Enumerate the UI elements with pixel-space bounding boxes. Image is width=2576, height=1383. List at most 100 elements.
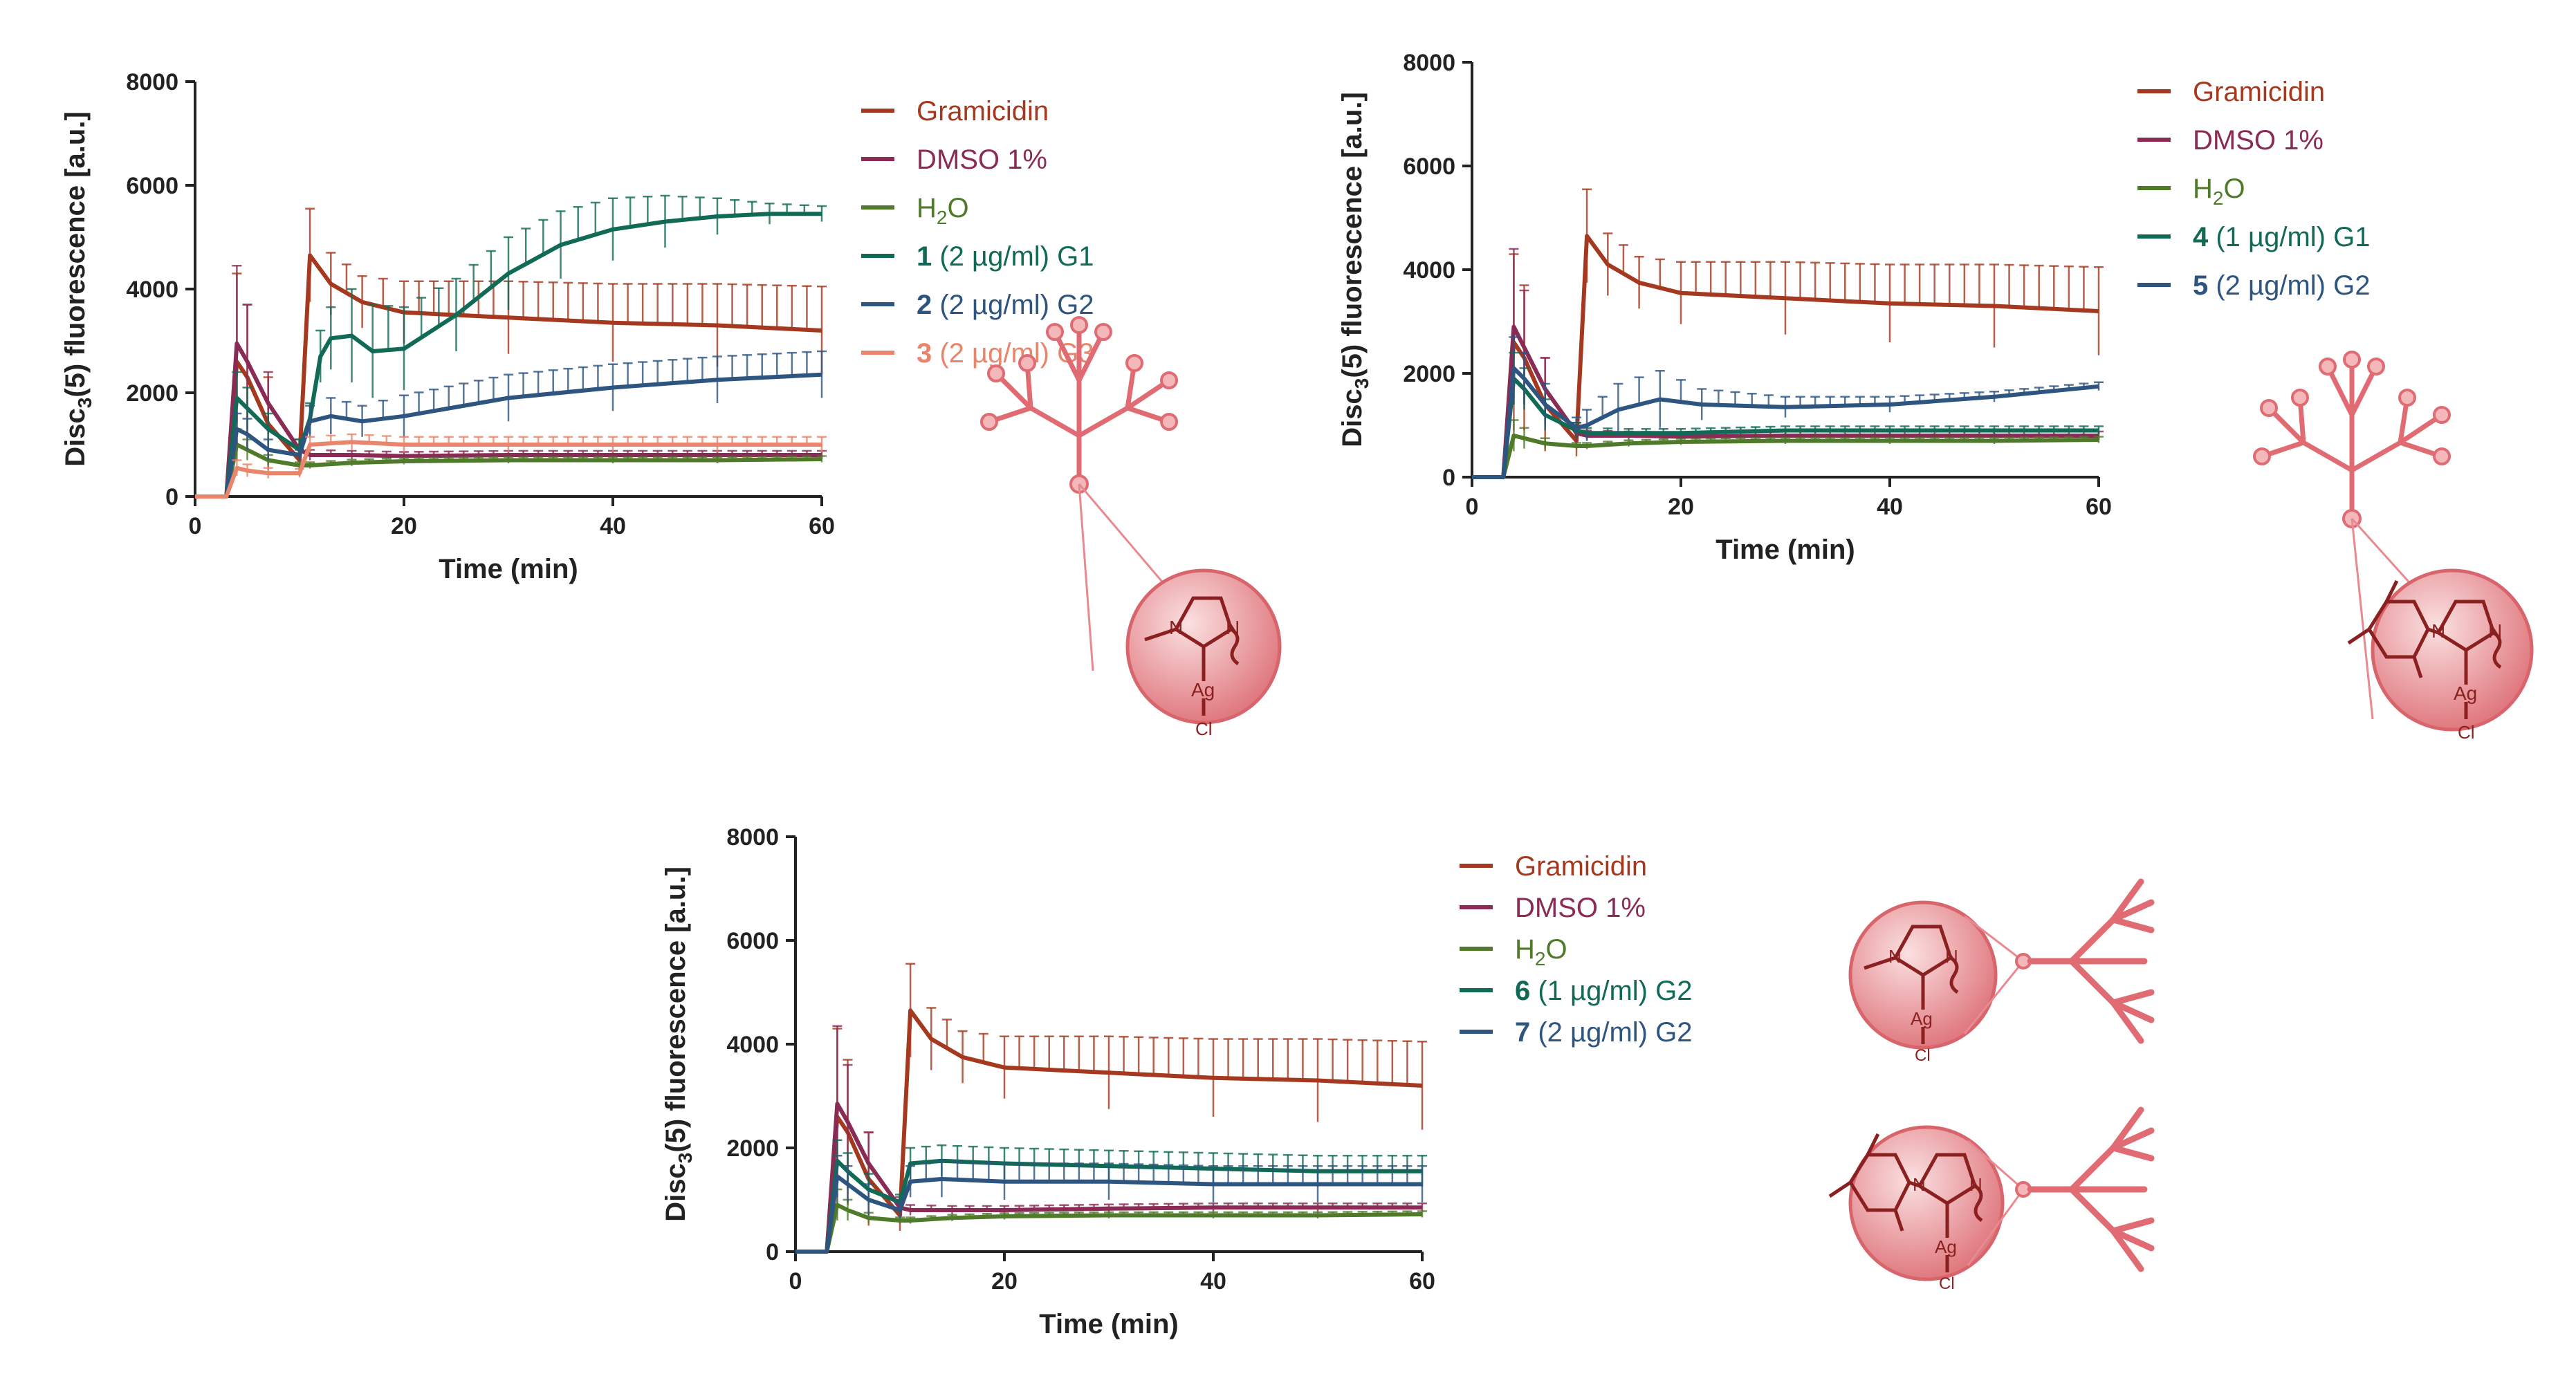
chloride-label: Cl [1915,1046,1931,1065]
series-3 [195,194,827,499]
legend-text: (2 µg/ml) G1 [932,241,1094,272]
legend-text: Gramicidin [2193,77,2325,107]
x-tick-label: 40 [1200,1268,1226,1294]
series-line [1472,434,2099,479]
x-tick-label: 60 [809,513,835,539]
y-tick-label: 6000 [1403,154,1455,180]
connector-line [1963,960,2025,1034]
nitrogen-label: N [2431,620,2445,642]
y-axis-label: Disc3(5) fluorescence [a.u.] [1337,92,1372,447]
legend-label: DMSO 1% [917,145,1047,175]
silver-label: Ag [1911,1008,1933,1029]
legend-label: 4 (1 µg/ml) G1 [2193,222,2370,252]
legend-text-rest: O [1545,934,1567,965]
chloride-label: Cl [1939,1274,1955,1293]
legend-text-rest: O [2223,174,2245,204]
legend-text: H [2193,174,2213,204]
legend-text: DMSO 1% [917,145,1047,175]
legend-text: Gramicidin [1515,851,1647,882]
legend-compound-number: 2 [917,290,932,320]
legend-text: Gramicidin [917,96,1049,127]
y-tick-label: 8000 [726,824,779,851]
x-tick-label: 20 [991,1268,1018,1294]
y-label-rest: (5) fluorescence [a.u.] [1337,92,1368,378]
x-tick-label: 20 [1668,494,1694,520]
x-tick-label: 60 [2086,494,2112,520]
silver-label: Ag [2454,683,2477,704]
y-tick-label: 2000 [126,380,178,407]
series-4 [795,1155,1427,1254]
legend-label: 2 (2 µg/ml) G2 [917,290,1094,320]
y-label-subscript: 3 [674,1153,696,1164]
y-tick-label: 2000 [1403,361,1455,387]
legend-text: (1 µg/ml) G1 [2208,222,2370,252]
legend-text: H [917,193,937,223]
legend-label: Gramicidin [1515,851,1647,882]
legend-subscript: 2 [2213,187,2224,209]
series-line [195,440,822,499]
dendrimer-nodes [980,316,1178,494]
series-line [1472,234,2099,479]
dendron-branch-1 [2015,878,2155,1044]
y-label-main: Disc [60,408,91,467]
y-tick-label: 6000 [726,928,779,954]
silver-label: Ag [1935,1236,1957,1257]
legend-compound-number: 6 [1515,976,1530,1006]
y-tick-label: 8000 [1403,50,1455,76]
series-line [195,341,822,499]
y-tick-label: 4000 [126,277,178,303]
legend-label: 6 (1 µg/ml) G2 [1515,976,1692,1006]
nhc-silver-sphere-4: N N Ag Cl [1828,1125,2025,1293]
legend-compound-number: 1 [917,241,932,272]
dendrimer-nodes [2253,351,2451,528]
series-4 [195,350,827,499]
silver-label: Ag [1191,679,1215,700]
mesityl-imidazole [1828,1133,1983,1272]
x-axis-label: Time (min) [439,554,578,584]
x-tick-label: 0 [789,1268,802,1294]
nitrogen-label: N [1913,1174,1926,1195]
legend-text: (2 µg/ml) G2 [932,290,1094,320]
series-5 [195,433,827,499]
legend-compound-number: 3 [917,338,932,369]
y-tick-label: 0 [165,484,178,510]
x-axis-label: Time (min) [1715,535,1855,565]
legend-text: DMSO 1% [1515,893,1646,923]
series-line [195,253,822,499]
y-label-rest: (5) fluorescence [a.u.] [60,111,91,397]
y-label-main: Disc [661,1163,691,1222]
series-0 [795,963,1427,1254]
dendrimer-structure [2261,360,2443,519]
dendrimer-illustration-2 [2253,351,2478,720]
nitrogen-label: N [1945,946,1958,967]
y-axis-label: Disc3(5) fluorescence [a.u.] [661,866,696,1222]
connector-line [1964,915,2024,963]
legend-compound-number: 4 [2193,222,2209,252]
series-line [195,212,822,499]
series-line [1472,366,2099,479]
nitrogen-label: N [1169,617,1183,638]
nhc-silver-sphere-1: N N Ag Cl [1125,568,1282,739]
y-tick-label: 4000 [1403,257,1455,284]
y-tick-label: 6000 [126,173,178,199]
y-axis-label: Disc3(5) fluorescence [a.u.] [60,111,95,467]
connector-line [1967,1140,2024,1191]
legend-label: H2O [1515,934,1567,969]
nitrogen-label: N [1888,946,1902,967]
imidazole-ring [1864,925,1959,1044]
legend-label: 5 (2 µg/ml) G2 [2193,270,2370,301]
legend-label: 7 (2 µg/ml) G2 [1515,1017,1692,1048]
dendron-branch-2 [2015,1106,2155,1272]
series-2 [1472,419,2104,479]
nhc-silver-sphere-2: N N Ag Cl [2347,568,2534,743]
y-tick-label: 2000 [726,1135,779,1162]
connector-line [2350,518,2374,720]
y-label-subscript: 3 [1351,378,1372,389]
series-line [795,1102,1422,1254]
legend-compound-number: 7 [1515,1017,1530,1048]
legend-text: (2 µg/ml) G2 [1530,1017,1692,1048]
legend-subscript: 2 [1535,948,1546,969]
